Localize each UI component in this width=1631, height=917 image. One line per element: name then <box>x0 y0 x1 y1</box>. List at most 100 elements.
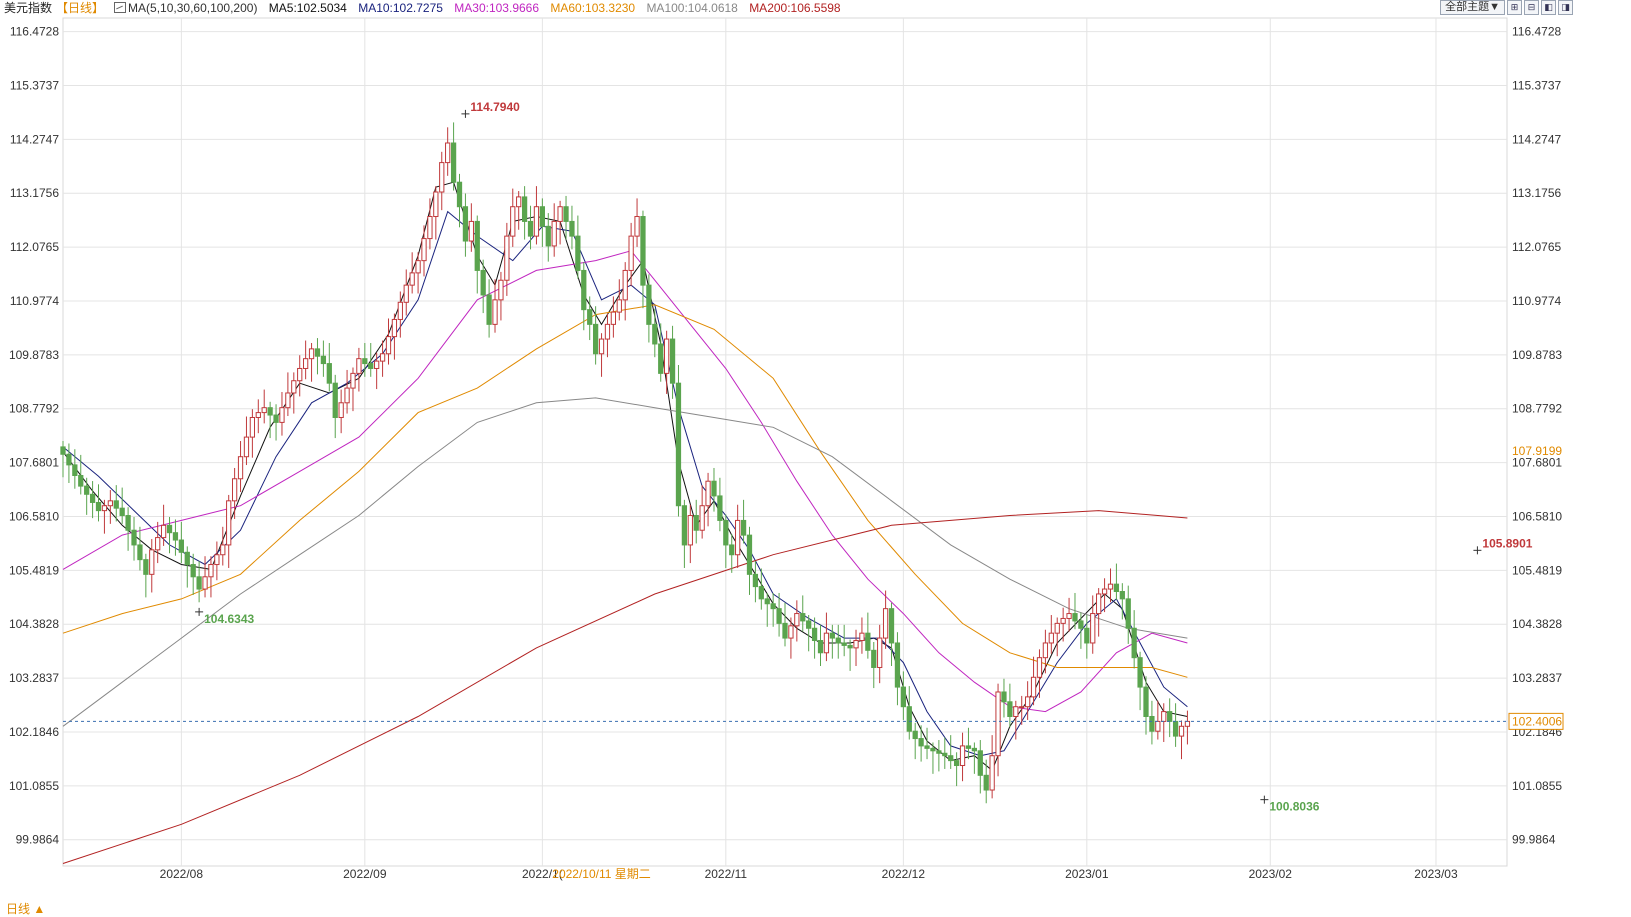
price-tick-left: 102.1846 <box>9 725 59 739</box>
candle-down <box>125 515 131 531</box>
price-tick-left: 108.7792 <box>9 402 59 416</box>
candle-up <box>557 206 563 222</box>
candle-up <box>959 745 966 767</box>
candle-up <box>202 576 208 590</box>
candle-up <box>687 515 693 546</box>
candle-up <box>231 478 238 502</box>
page-right-icon[interactable]: ◨ <box>1558 0 1573 15</box>
candle-down <box>758 586 764 600</box>
ma-line-ma100 <box>62 397 1188 727</box>
candle-down <box>581 269 587 311</box>
candle-up <box>1101 588 1108 595</box>
price-tick-left: 116.4728 <box>10 25 59 39</box>
candle-down <box>326 363 332 384</box>
candle-up <box>794 613 800 627</box>
candle-down <box>1007 701 1013 717</box>
candle-down <box>480 269 486 296</box>
candle-up <box>279 407 285 423</box>
candle-down <box>906 706 912 732</box>
candle-down <box>912 730 918 740</box>
candle-down <box>723 519 729 546</box>
ma200-value: MA200:106.5598 <box>749 1 841 15</box>
candle-up <box>468 220 474 242</box>
high-price-label: 105.8901 <box>1482 536 1532 550</box>
chart-legend: 美元指数 【日线】 MA(5,10,30,60,100,200) MA5:102.5… <box>4 0 849 16</box>
price-tick-right: 107.6801 <box>1512 456 1562 470</box>
candle-down <box>1149 715 1155 732</box>
date-tick: 2023/01 <box>1065 867 1109 881</box>
candle-down <box>841 642 847 646</box>
layout-split-icon[interactable]: ⊟ <box>1524 0 1539 15</box>
date-tick: 2022/08 <box>160 867 204 881</box>
candle-down <box>681 505 688 546</box>
candle-down <box>965 745 972 749</box>
candle-up <box>1048 632 1054 644</box>
period-switch-button[interactable]: 日线 ▲ <box>0 901 52 917</box>
candle-up <box>1060 617 1066 624</box>
candle-down <box>930 747 936 752</box>
candle-up <box>160 524 167 539</box>
candle-down <box>1078 620 1084 629</box>
candle-down <box>166 524 173 534</box>
date-tick: 2022/09 <box>343 867 387 881</box>
price-tick-left: 107.6801 <box>9 456 59 470</box>
ma-line-ma30 <box>62 250 1188 713</box>
date-tick: 2023/03 <box>1414 867 1458 881</box>
price-tick-right: 112.0765 <box>1512 240 1561 254</box>
candle-up <box>409 272 415 286</box>
ma60-value: MA60:103.3230 <box>550 1 636 15</box>
candle-down <box>1172 720 1179 737</box>
price-tick-right: 99.9864 <box>1512 833 1556 847</box>
price-tick-left: 114.2747 <box>10 132 59 146</box>
candle-up <box>101 505 108 512</box>
candle-up <box>989 755 995 791</box>
high-price-label: 114.7940 <box>470 100 520 114</box>
candle-up <box>1019 706 1025 709</box>
candle-up <box>705 480 711 507</box>
candle-down <box>865 632 871 651</box>
price-tick-left: 110.9774 <box>10 294 59 308</box>
candle-down <box>362 358 368 365</box>
candle-up <box>788 625 794 639</box>
candle-down <box>119 507 125 517</box>
candle-down <box>1001 691 1007 703</box>
candle-down <box>669 338 676 384</box>
candle-up <box>634 216 640 237</box>
candle-up <box>551 220 557 247</box>
candle-up <box>533 206 540 237</box>
price-tick-right: 104.3828 <box>1512 617 1562 631</box>
candle-down <box>829 632 835 639</box>
ma30-value: MA30:103.9666 <box>454 1 540 15</box>
candle-up <box>350 372 356 389</box>
candle-up <box>504 235 510 281</box>
candle-down <box>924 745 930 749</box>
layout-grid-icon[interactable]: ⊞ <box>1507 0 1522 15</box>
crosshair-date-label: 2022/10/11 星期二 <box>552 867 651 881</box>
candle-down <box>592 323 599 355</box>
candle-up <box>1054 622 1060 634</box>
price-tick-right: 114.2747 <box>1512 132 1561 146</box>
theme-select[interactable]: 全部主题▼ <box>1440 0 1505 15</box>
ma-indicator-icon[interactable] <box>114 2 127 13</box>
candle-up <box>492 299 498 325</box>
page-left-icon[interactable]: ◧ <box>1541 0 1556 15</box>
candle-down <box>729 544 735 556</box>
price-tick-left: 103.2837 <box>9 671 59 685</box>
candle-down <box>450 142 457 183</box>
candle-up <box>344 387 350 404</box>
candle-down <box>740 519 747 536</box>
candle-down <box>131 529 137 546</box>
candle-up <box>391 318 398 338</box>
candle-down <box>894 642 901 688</box>
candle-down <box>527 220 534 237</box>
price-tick-right: 113.1756 <box>1512 186 1561 200</box>
price-tick-left: 101.0855 <box>9 779 59 793</box>
ma-param-label[interactable]: MA(5,10,30,60,100,200) <box>128 1 258 15</box>
candle-down <box>652 323 658 345</box>
ma5-value: MA5:102.5034 <box>268 1 347 15</box>
candle-up <box>1036 657 1043 678</box>
candle-up <box>220 544 226 556</box>
candle-up <box>297 367 303 382</box>
price-tick-right: 109.8783 <box>1512 348 1562 362</box>
